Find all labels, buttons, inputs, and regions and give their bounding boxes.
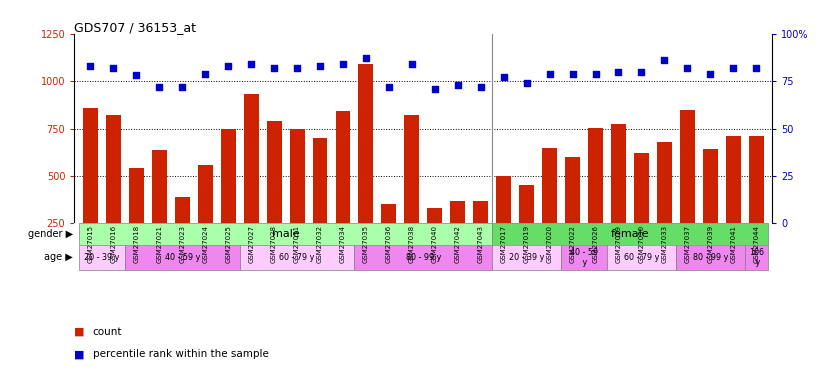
Bar: [496, 176, 511, 271]
Bar: [197, 165, 212, 271]
Text: 80 - 99 y: 80 - 99 y: [693, 253, 728, 262]
Point: [727, 65, 740, 71]
Bar: [83, 108, 97, 271]
Bar: [520, 185, 534, 271]
Text: ■: ■: [74, 327, 88, 337]
Text: 106
 y: 106 y: [748, 248, 764, 267]
Bar: [335, 111, 350, 271]
Bar: [492, 223, 767, 245]
Bar: [611, 124, 626, 271]
Point: [83, 63, 97, 69]
Bar: [221, 129, 235, 271]
Point: [681, 65, 694, 71]
Bar: [726, 136, 741, 271]
Point: [428, 86, 441, 92]
Bar: [492, 245, 561, 270]
Point: [221, 63, 235, 69]
Point: [382, 84, 396, 90]
Text: female: female: [610, 229, 649, 239]
Bar: [745, 245, 767, 270]
Bar: [240, 245, 354, 270]
Bar: [561, 245, 607, 270]
Bar: [175, 197, 190, 271]
Bar: [427, 208, 442, 271]
Text: 80 - 99 y: 80 - 99 y: [406, 253, 441, 262]
Text: ■: ■: [74, 350, 88, 359]
Text: 40 - 59
 y: 40 - 59 y: [570, 248, 598, 267]
Point: [612, 69, 625, 75]
Point: [657, 57, 671, 63]
Bar: [450, 201, 465, 271]
Bar: [106, 115, 121, 271]
Bar: [473, 201, 488, 271]
Bar: [703, 149, 718, 271]
Bar: [680, 111, 695, 271]
Bar: [79, 245, 125, 270]
Point: [244, 61, 258, 67]
Text: 20 - 39 y: 20 - 39 y: [509, 253, 544, 262]
Text: GDS707 / 36153_at: GDS707 / 36153_at: [74, 21, 197, 34]
Point: [107, 65, 120, 71]
Bar: [634, 153, 649, 271]
Bar: [542, 148, 557, 271]
Point: [566, 70, 579, 76]
Text: gender ▶: gender ▶: [28, 229, 74, 239]
Text: 60 - 79 y: 60 - 79 y: [279, 253, 315, 262]
Bar: [129, 168, 144, 271]
Bar: [749, 136, 764, 271]
Point: [176, 84, 189, 90]
Text: 40 - 59 y: 40 - 59 y: [164, 253, 200, 262]
Point: [359, 56, 373, 62]
Bar: [79, 223, 492, 245]
Point: [268, 65, 281, 71]
Bar: [354, 245, 492, 270]
Point: [704, 70, 717, 76]
Point: [313, 63, 326, 69]
Bar: [657, 142, 672, 271]
Point: [153, 84, 166, 90]
Text: percentile rank within the sample: percentile rank within the sample: [93, 350, 268, 359]
Bar: [588, 128, 603, 271]
Text: male: male: [272, 229, 300, 239]
Point: [474, 84, 487, 90]
Point: [451, 82, 464, 88]
Bar: [290, 129, 305, 271]
Bar: [382, 204, 396, 271]
Point: [520, 80, 534, 86]
Point: [497, 74, 510, 80]
Text: 20 - 39 y: 20 - 39 y: [84, 253, 120, 262]
Bar: [244, 94, 259, 271]
Point: [635, 69, 648, 75]
Text: 60 - 79 y: 60 - 79 y: [624, 253, 659, 262]
Point: [406, 61, 419, 67]
Point: [291, 65, 304, 71]
Bar: [607, 245, 676, 270]
Bar: [405, 115, 420, 271]
Bar: [358, 64, 373, 271]
Point: [543, 70, 556, 76]
Point: [750, 65, 763, 71]
Point: [198, 70, 211, 76]
Bar: [676, 245, 745, 270]
Bar: [312, 138, 327, 271]
Text: count: count: [93, 327, 122, 337]
Bar: [152, 150, 167, 271]
Bar: [565, 157, 580, 271]
Point: [130, 72, 143, 78]
Point: [336, 61, 349, 67]
Bar: [125, 245, 240, 270]
Point: [589, 70, 602, 76]
Text: age ▶: age ▶: [45, 252, 74, 262]
Bar: [267, 121, 282, 271]
